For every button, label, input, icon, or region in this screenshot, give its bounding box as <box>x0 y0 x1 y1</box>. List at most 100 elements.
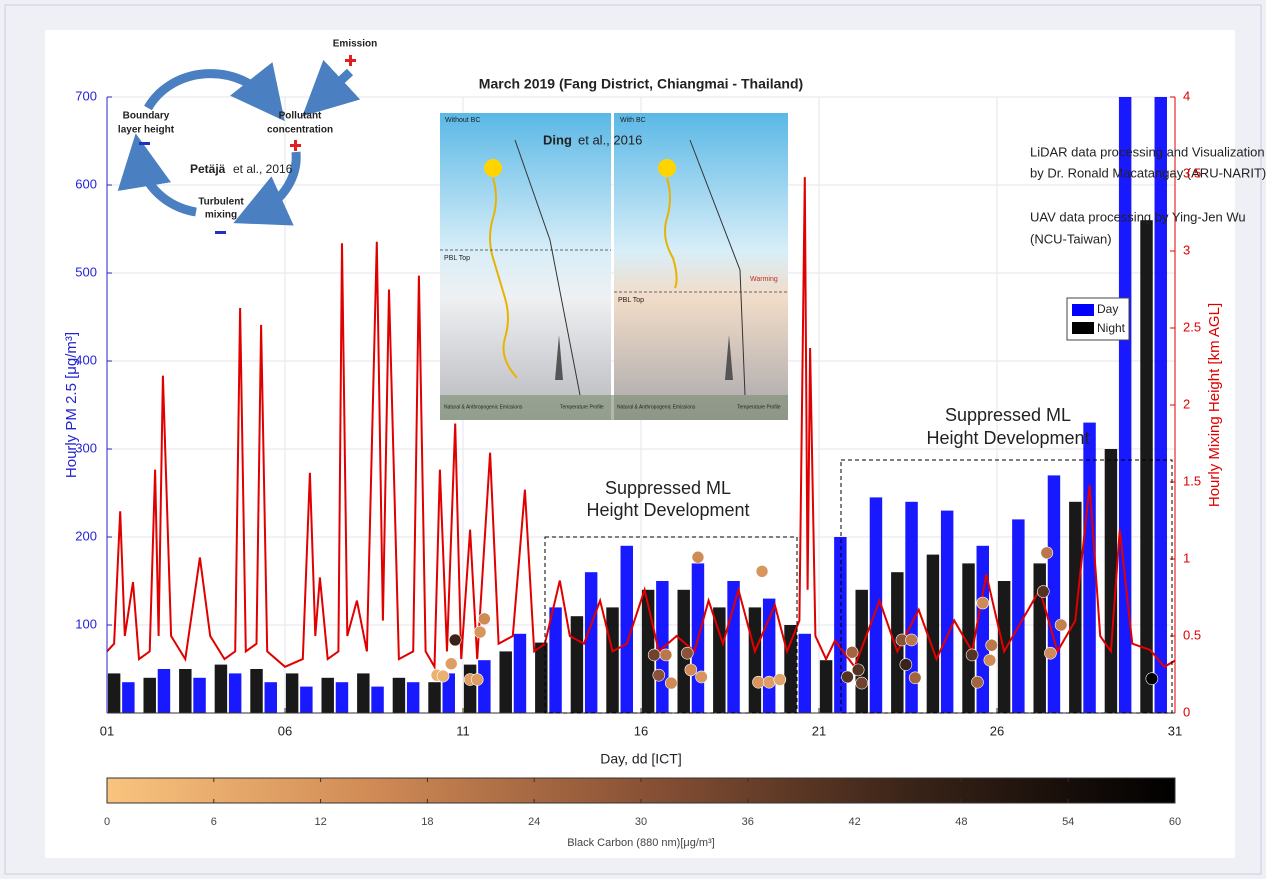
minus-sign <box>139 142 150 145</box>
y2-tick-label: 0.5 <box>1183 627 1201 642</box>
colorbar-tick-label: 54 <box>1062 816 1074 828</box>
bar <box>976 545 989 713</box>
y2-tick-label: 1.5 <box>1183 473 1201 488</box>
bar <box>513 633 527 713</box>
y2-axis-label: Hourly Mixing Height [km AGL] <box>1206 303 1223 507</box>
colorbar: 0 6 12 18 24 30 36 42 48 54 60 <box>104 777 1181 828</box>
chimney <box>555 335 563 380</box>
colorbar-tick-label: 18 <box>421 816 433 828</box>
bar <box>1083 422 1096 713</box>
bar <box>250 669 263 713</box>
y-axis-label: Hourly PM 2.5 [μg/m³] <box>63 332 80 478</box>
bar <box>1047 475 1061 713</box>
bar <box>584 572 598 713</box>
x-tick-label: 21 <box>812 723 826 738</box>
bc-point <box>652 668 666 682</box>
bar <box>442 673 455 713</box>
colorbar-tick-label: 48 <box>955 816 967 828</box>
legend-swatch <box>1072 304 1094 316</box>
diagram-label: layer height <box>118 125 175 136</box>
bc-point <box>695 670 708 684</box>
figure-label: Temperature Profile <box>737 404 781 410</box>
y-tick-label: 600 <box>75 176 97 191</box>
bc-point <box>845 645 859 659</box>
bar <box>214 664 228 713</box>
bc-point <box>470 673 484 686</box>
bar <box>428 682 441 713</box>
y-tick-label: 400 <box>75 352 97 367</box>
y-tick-label: 700 <box>75 88 97 103</box>
figure-label: PBL Top <box>444 255 470 262</box>
colorbar-tick-label: 42 <box>848 816 860 828</box>
citation-author: Petäjä <box>190 162 226 176</box>
credit: UAV data processing by Ying-Jen Wu <box>1030 209 1246 224</box>
colorbar-tick-label: 6 <box>211 816 217 828</box>
bar <box>264 682 277 713</box>
colorbar-tick-label: 60 <box>1169 816 1181 828</box>
bc-point <box>851 663 865 677</box>
bc-point <box>659 648 673 662</box>
colorbar-tick-label: 12 <box>314 816 326 828</box>
annotation: Height Development <box>926 428 1089 448</box>
bar <box>535 642 548 713</box>
bc-point <box>473 625 487 639</box>
annotation: Suppressed ML <box>945 405 1071 425</box>
bar <box>748 607 762 713</box>
bar <box>784 625 797 713</box>
bc-point <box>448 633 462 647</box>
x-tick-label: 01 <box>100 723 114 738</box>
bar <box>357 673 370 713</box>
mixing-height-line <box>106 177 1176 671</box>
bar <box>228 673 242 713</box>
bc-point <box>905 633 918 647</box>
bar <box>371 686 384 713</box>
radiation <box>664 177 678 289</box>
figure-label: Without BC <box>445 117 480 124</box>
y2-tick-label: 0 <box>1183 704 1190 719</box>
plus-sign <box>349 55 352 66</box>
bar <box>798 633 811 713</box>
credit: by Dr. Ronald Macatangay (ARU-NARIT) <box>1030 165 1266 180</box>
bar <box>300 686 313 713</box>
chimney <box>725 335 733 380</box>
bar <box>549 607 562 713</box>
bc-point <box>971 675 984 689</box>
x-axis-label: Day, dd [ICT] <box>600 751 681 767</box>
bar <box>143 677 156 713</box>
legend-label: Day <box>1097 302 1118 316</box>
bc-point <box>664 676 678 690</box>
bar <box>321 677 334 713</box>
y2-tick-label: 2 <box>1183 396 1190 411</box>
bar <box>107 673 121 713</box>
y2-tick-label: 4 <box>1183 88 1190 103</box>
bar <box>157 669 171 713</box>
figure-label: Natural & Anthropogenic Emissions <box>617 404 696 410</box>
annotation: Suppressed ML <box>605 478 731 498</box>
x-tick-label: 06 <box>278 723 292 738</box>
bar <box>713 607 726 713</box>
bar <box>285 673 299 713</box>
bar <box>940 510 954 713</box>
bc-point <box>1036 585 1050 598</box>
bar <box>1012 519 1025 713</box>
bar <box>727 581 740 713</box>
x-tick-label: 31 <box>1168 723 1182 738</box>
bar <box>997 581 1011 713</box>
bc-point <box>691 550 705 564</box>
citation: et al., 2016 <box>233 162 293 176</box>
diagram-label: concentration <box>267 125 333 136</box>
figure-panel <box>440 113 611 420</box>
y2-tick-label: 1 <box>1183 550 1190 565</box>
bc-point <box>755 565 769 578</box>
y-tick-label: 500 <box>75 264 97 279</box>
figure-label: With BC <box>620 117 646 124</box>
y2-tick-label: 3 <box>1183 242 1190 257</box>
bar <box>499 651 512 713</box>
colorbar-tick-label: 0 <box>104 816 110 828</box>
bar <box>406 682 420 713</box>
bc-point <box>1044 646 1057 660</box>
bc-point <box>647 648 661 662</box>
bar <box>570 616 584 713</box>
bc-point <box>1040 546 1054 560</box>
bar <box>1140 220 1153 713</box>
